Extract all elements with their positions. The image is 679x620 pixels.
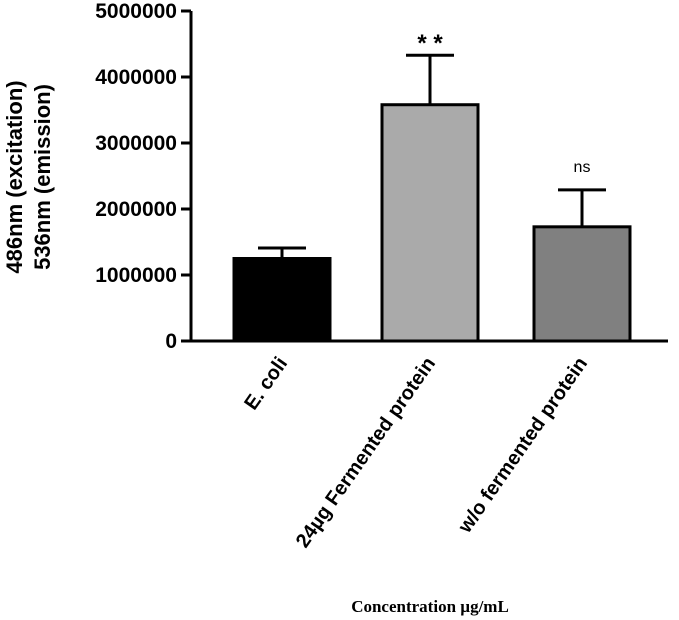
y-axis-label-line-1: 486nm (excitation) <box>2 80 27 273</box>
y-tick-label: 0 <box>165 330 177 353</box>
x-category-labels: E. coli 24µg Fermented protein w/o ferment… <box>240 353 592 552</box>
bar <box>532 225 632 343</box>
bar <box>232 257 332 343</box>
significance-label: ns <box>574 159 591 176</box>
y-tick-label: 5000000 <box>95 0 177 23</box>
y-ticks: 0 1000000 2000000 3000000 4000000 5000000 <box>95 0 191 353</box>
bar <box>380 103 480 343</box>
y-tick-label: 2000000 <box>95 198 177 221</box>
x-category-label: 24µg Fermented protein <box>292 353 440 552</box>
y-tick-label: 1000000 <box>95 264 177 287</box>
x-category-label: E. coli <box>240 353 292 414</box>
y-tick-label: 4000000 <box>95 66 177 89</box>
y-axis-label-line-2: 536nm (emission) <box>30 84 55 270</box>
error-bars <box>258 53 606 259</box>
x-category-label: w/o fermented protein <box>454 353 592 538</box>
x-axis-label: Concentration µg/mL <box>351 597 509 616</box>
significance-label: * * <box>417 30 443 57</box>
y-axis-label: 486nm (excitation) 536nm (emission) <box>2 80 55 273</box>
y-tick-label: 3000000 <box>95 132 177 155</box>
bars <box>232 103 632 343</box>
significance-labels: * * ns <box>417 30 590 176</box>
